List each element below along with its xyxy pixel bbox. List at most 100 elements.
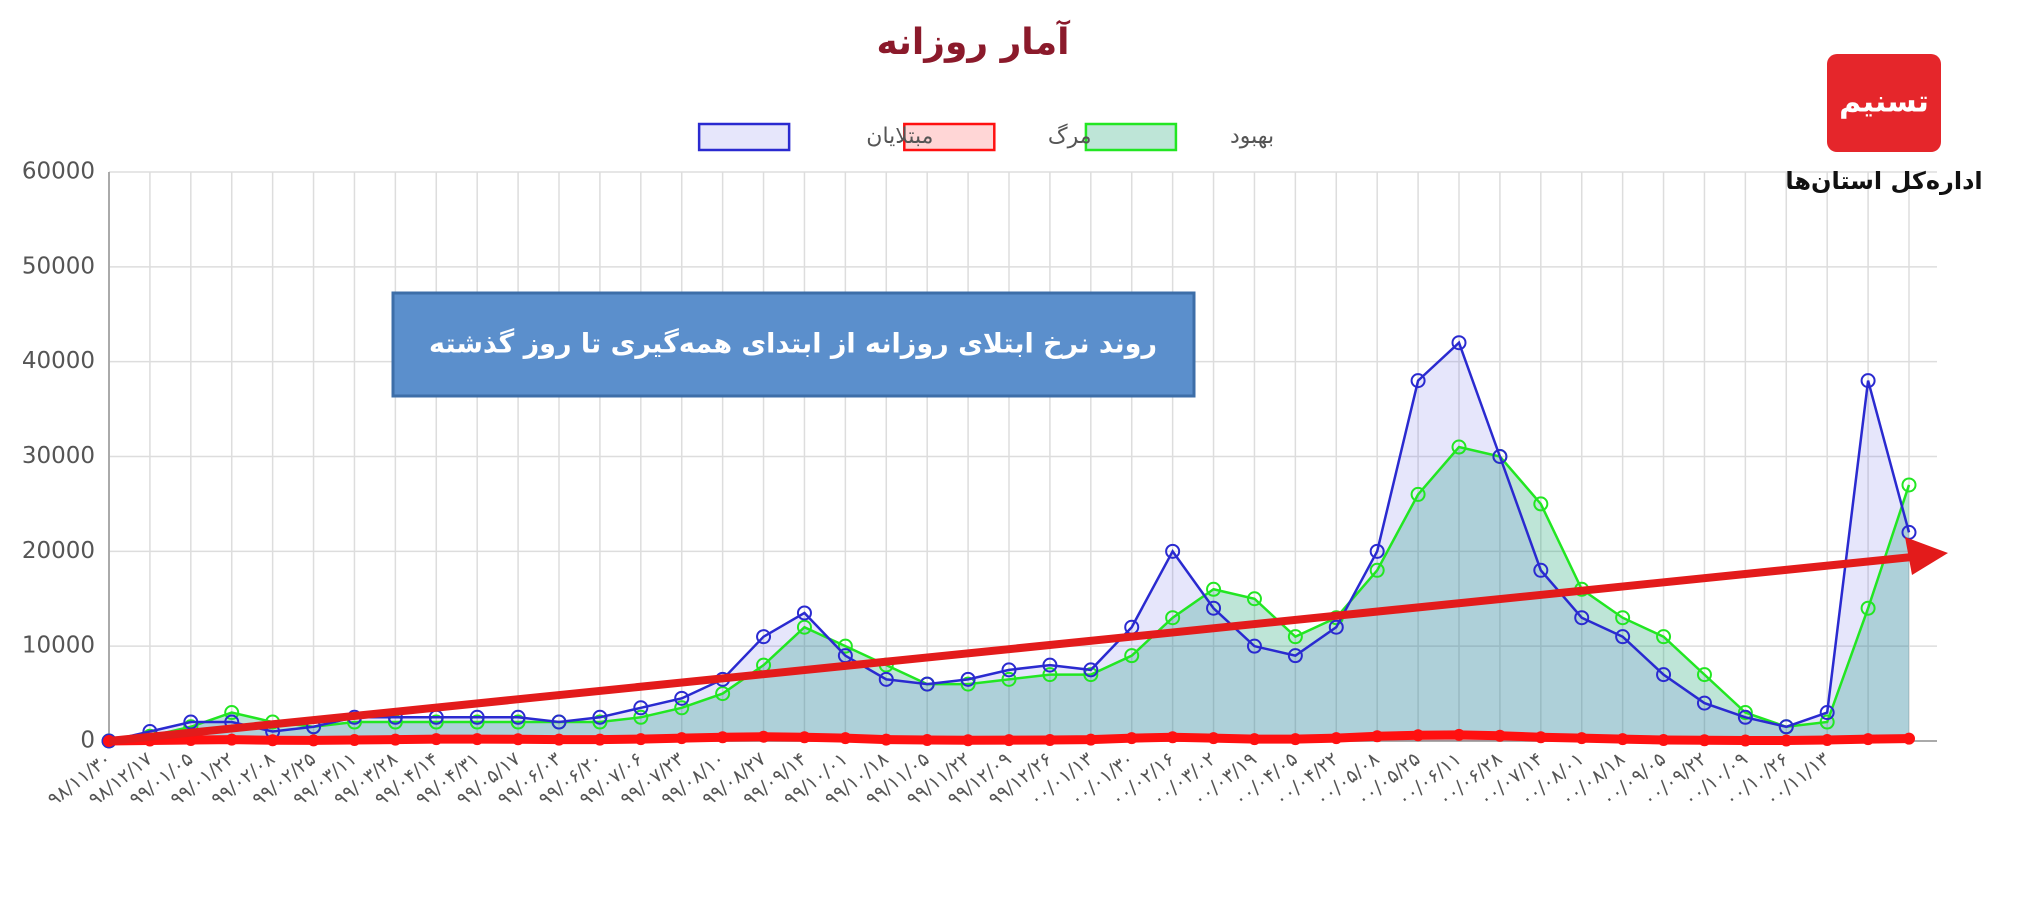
data-point (1534, 731, 1547, 744)
data-point (469, 714, 485, 730)
data-point (1657, 734, 1670, 747)
data-point (1451, 335, 1467, 351)
data-point (1206, 581, 1222, 597)
data-point (1328, 619, 1344, 635)
data-point (471, 733, 484, 746)
series-area (109, 447, 1909, 741)
data-point (1165, 543, 1181, 559)
data-point (224, 705, 240, 721)
data-point (1780, 734, 1793, 747)
data-point (389, 733, 402, 746)
data-point (1615, 629, 1631, 645)
data-point (633, 700, 649, 716)
data-point (674, 690, 690, 706)
data-point (1165, 610, 1181, 626)
data-point (1656, 629, 1672, 645)
trend-arrow (108, 537, 1948, 745)
data-point (1698, 734, 1711, 747)
data-point (1453, 728, 1465, 741)
data-point (1696, 667, 1712, 683)
logo (1827, 54, 1941, 152)
legend-swatch (903, 122, 996, 152)
data-point (921, 734, 934, 747)
data-point (428, 714, 444, 730)
series-line (108, 445, 1911, 743)
data-point (1042, 657, 1058, 673)
y-tick-label: 40000 (22, 348, 95, 374)
data-point (430, 733, 443, 746)
data-point (1083, 662, 1099, 678)
data-point (348, 734, 361, 747)
y-tick-label: 50000 (22, 253, 95, 279)
data-point (1819, 705, 1835, 721)
data-point (1124, 648, 1140, 664)
y-tick-label: 30000 (22, 443, 95, 469)
data-point (1369, 543, 1385, 559)
y-tick-label: 60000 (22, 159, 95, 185)
data-point (593, 733, 606, 746)
data-point (1369, 562, 1385, 578)
data-point (880, 733, 893, 746)
data-point (1003, 734, 1015, 747)
data-point (1860, 373, 1876, 389)
data-point (1166, 731, 1179, 744)
data-point (1860, 600, 1876, 616)
data-point (1330, 732, 1343, 745)
data-point (1289, 733, 1302, 746)
data-point (1410, 373, 1426, 389)
legend-label: بهبود (1230, 124, 1274, 149)
legend-swatch (697, 122, 791, 152)
data-point (1246, 638, 1262, 654)
data-point (837, 638, 853, 654)
annotation-box (391, 291, 1196, 398)
data-point (225, 733, 238, 746)
data-point (674, 700, 690, 716)
data-point (675, 732, 688, 745)
data-point (551, 714, 567, 730)
data-point (1737, 709, 1753, 725)
data-point (1821, 734, 1834, 747)
data-point (1451, 439, 1467, 455)
data-point (796, 605, 812, 621)
data-point (1819, 714, 1835, 730)
data-point (1248, 733, 1261, 746)
data-point (716, 731, 729, 744)
data-point (962, 734, 975, 747)
data-point (1575, 732, 1588, 745)
data-point (1778, 719, 1794, 735)
data-point (798, 731, 811, 744)
data-point (1656, 667, 1672, 683)
data-point (757, 730, 770, 743)
data-point (960, 676, 976, 692)
data-point (510, 709, 526, 725)
data-point (878, 671, 894, 687)
data-point (1001, 671, 1017, 687)
data-point (1042, 667, 1058, 683)
data-point (510, 714, 526, 730)
data-point (553, 733, 565, 746)
data-point (1207, 732, 1220, 745)
chart-title: آمار روزانه (877, 19, 1072, 63)
data-point (266, 734, 279, 747)
data-point (756, 629, 772, 645)
data-point (183, 714, 199, 730)
legend-label: مبتلایان (866, 124, 933, 149)
data-point (1246, 591, 1262, 607)
data-point (839, 732, 852, 745)
data-point (1616, 733, 1629, 746)
data-point (633, 709, 649, 725)
data-point (1206, 600, 1222, 616)
data-point (592, 714, 608, 730)
data-point (1287, 648, 1303, 664)
annotation: روند نرخ ابتلای روزانه از ابتدای همه‌گیر… (429, 328, 1157, 360)
data-point (1492, 449, 1508, 464)
data-point (1371, 730, 1384, 743)
source-label: اداره‌کل استان‌ها (1785, 167, 1982, 195)
data-point (1533, 562, 1549, 578)
y-tick-label: 10000 (22, 633, 95, 659)
trend-arrow-line (108, 553, 1913, 745)
y-tick-label: 0 (80, 728, 95, 754)
data-point (1533, 496, 1549, 512)
data-point (1412, 729, 1425, 742)
